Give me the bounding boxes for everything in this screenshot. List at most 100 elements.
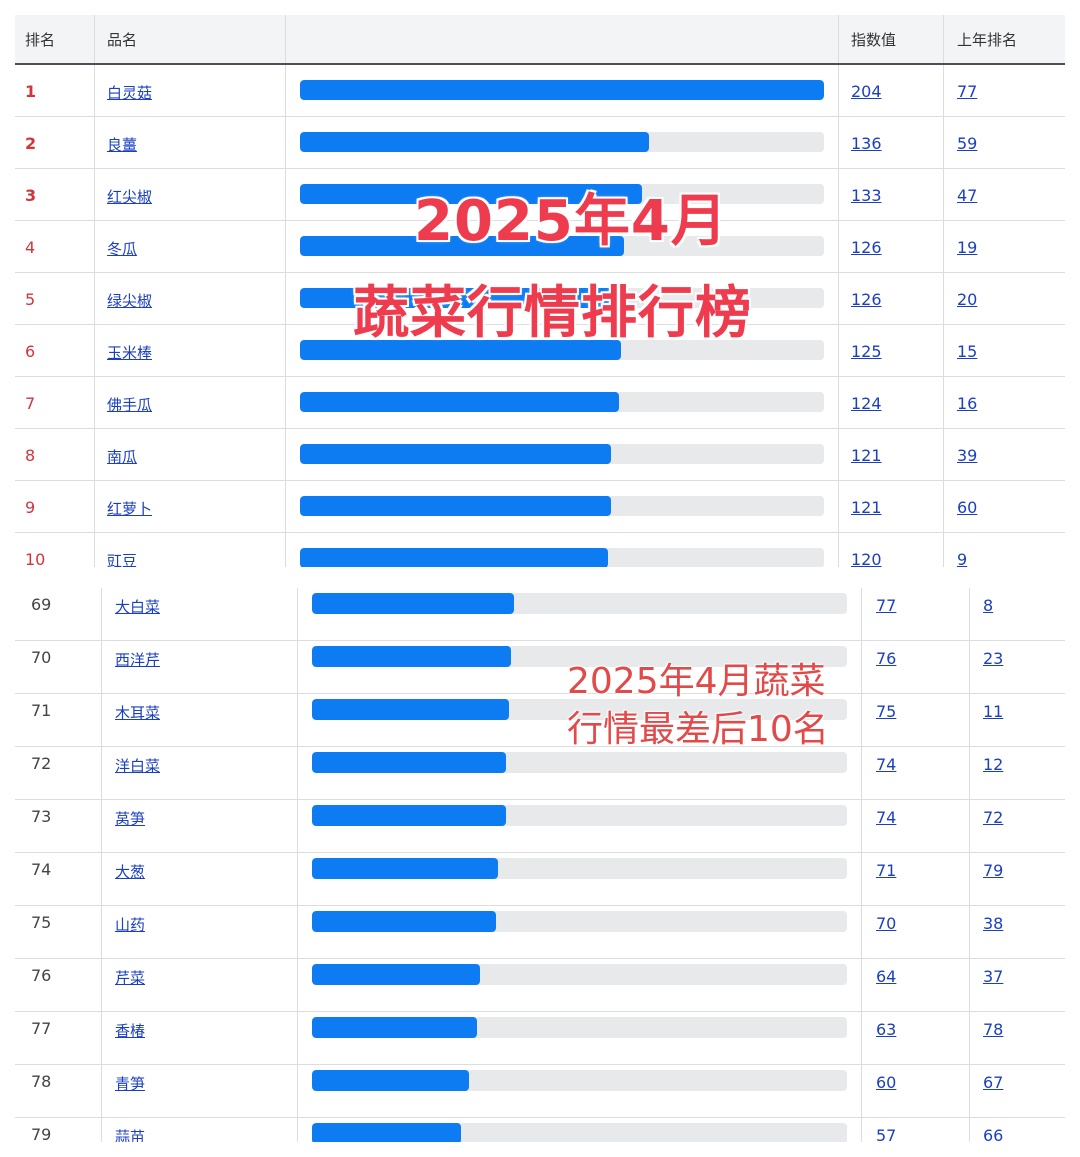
index-value-link[interactable]: 74 xyxy=(876,755,897,774)
product-name-link[interactable]: 豇豆 xyxy=(107,552,138,567)
product-name-link[interactable]: 良薑 xyxy=(107,136,138,154)
overlay-subtitle-line1: 2025年4月蔬菜 xyxy=(567,661,826,702)
index-value-link[interactable]: 204 xyxy=(851,82,882,101)
product-name-link[interactable]: 大葱 xyxy=(115,863,146,881)
index-value-link[interactable]: 121 xyxy=(851,446,882,465)
prev-rank-link[interactable]: 79 xyxy=(983,861,1004,880)
overlay-title-line1: 2025年4月 xyxy=(414,189,728,254)
product-name-link[interactable]: 山药 xyxy=(115,916,146,934)
index-value-link[interactable]: 77 xyxy=(876,596,897,615)
index-bar-track xyxy=(300,132,824,152)
prev-rank-link[interactable]: 8 xyxy=(983,596,994,615)
index-value-link[interactable]: 121 xyxy=(851,498,882,517)
product-name-link[interactable]: 绿尖椒 xyxy=(107,292,153,310)
index-value-link[interactable]: 75 xyxy=(876,702,897,721)
index-bar-track xyxy=(312,1123,847,1142)
index-bar-track xyxy=(300,236,824,256)
prev-rank-link[interactable]: 67 xyxy=(983,1073,1004,1092)
index-value-link[interactable]: 60 xyxy=(876,1073,897,1092)
index-value-link[interactable]: 71 xyxy=(876,861,897,880)
index-value-link[interactable]: 124 xyxy=(851,394,882,413)
row-divider xyxy=(15,220,1065,221)
rank-cell: 3 xyxy=(25,186,37,205)
product-name-link[interactable]: 冬瓜 xyxy=(107,240,138,258)
prev-rank-link[interactable]: 9 xyxy=(957,550,968,567)
table-row: 77 香椿 63 78 xyxy=(15,1012,1065,1065)
index-bar-track xyxy=(312,858,847,879)
table-row: 6 玉米棒 125 15 xyxy=(15,325,1065,377)
prev-rank-link[interactable]: 66 xyxy=(983,1126,1004,1142)
index-value-link[interactable]: 64 xyxy=(876,967,897,986)
rank-cell: 1 xyxy=(25,82,37,101)
index-value-link[interactable]: 136 xyxy=(851,134,882,153)
prev-rank-link[interactable]: 15 xyxy=(957,342,978,361)
table-header: 排名 品名 指数值 上年排名 xyxy=(15,15,1065,65)
index-value-link[interactable]: 120 xyxy=(851,550,882,567)
index-bar-track xyxy=(312,752,847,773)
product-name-link[interactable]: 白灵菇 xyxy=(107,84,153,102)
index-value-link[interactable]: 76 xyxy=(876,649,897,668)
index-value-link[interactable]: 74 xyxy=(876,808,897,827)
index-bar-fill xyxy=(312,1123,462,1142)
product-name-link[interactable]: 芹菜 xyxy=(115,969,146,987)
product-name-link[interactable]: 青笋 xyxy=(115,1075,146,1093)
row-divider xyxy=(15,746,1065,747)
prev-rank-link[interactable]: 39 xyxy=(957,446,978,465)
prev-rank-link[interactable]: 16 xyxy=(957,394,978,413)
column-divider xyxy=(101,588,102,1142)
row-divider xyxy=(15,852,1065,853)
product-name-link[interactable]: 红尖椒 xyxy=(107,188,153,206)
prev-rank-link[interactable]: 72 xyxy=(983,808,1004,827)
prev-rank-link[interactable]: 78 xyxy=(983,1020,1004,1039)
product-name-link[interactable]: 南瓜 xyxy=(107,448,138,466)
index-bar-fill xyxy=(300,340,622,360)
prev-rank-link[interactable]: 12 xyxy=(983,755,1004,774)
table-row: 8 南瓜 121 39 xyxy=(15,429,1065,481)
product-name-link[interactable]: 西洋芹 xyxy=(115,651,161,669)
index-value-link[interactable]: 70 xyxy=(876,914,897,933)
rank-cell: 77 xyxy=(31,1019,52,1038)
index-value-link[interactable]: 126 xyxy=(851,238,882,257)
table-row: 69 大白菜 77 8 xyxy=(15,588,1065,641)
prev-rank-link[interactable]: 11 xyxy=(983,702,1004,721)
prev-rank-link[interactable]: 37 xyxy=(983,967,1004,986)
prev-rank-link[interactable]: 38 xyxy=(983,914,1004,933)
table-row: 74 大葱 71 79 xyxy=(15,853,1065,906)
index-bar-fill xyxy=(300,132,650,152)
index-value-link[interactable]: 125 xyxy=(851,342,882,361)
index-value-link[interactable]: 63 xyxy=(876,1020,897,1039)
bottom-ranking-table: 69 大白菜 77 8 70 西洋芹 76 23 71 木耳菜 75 11 72 洋白菜 74 12 73 莴笋 7… xyxy=(15,588,1065,1142)
product-name-link[interactable]: 洋白菜 xyxy=(115,757,161,775)
column-divider xyxy=(861,588,862,1142)
product-name-link[interactable]: 木耳菜 xyxy=(115,704,161,722)
product-name-link[interactable]: 玉米棒 xyxy=(107,344,153,362)
rank-cell: 10 xyxy=(25,550,46,567)
prev-rank-link[interactable]: 23 xyxy=(983,649,1004,668)
table-row: 76 芹菜 64 37 xyxy=(15,959,1065,1012)
prev-rank-link[interactable]: 20 xyxy=(957,290,978,309)
prev-rank-link[interactable]: 47 xyxy=(957,186,978,205)
table-row: 71 木耳菜 75 11 xyxy=(15,694,1065,747)
index-bar-track xyxy=(312,593,847,614)
index-bar-track xyxy=(312,1070,847,1091)
product-name-link[interactable]: 蒜苗 xyxy=(115,1128,146,1142)
column-divider xyxy=(285,65,286,567)
index-value-link[interactable]: 126 xyxy=(851,290,882,309)
product-name-link[interactable]: 佛手瓜 xyxy=(107,396,153,414)
product-name-link[interactable]: 香椿 xyxy=(115,1022,146,1040)
row-divider xyxy=(15,480,1065,481)
index-bar-fill xyxy=(312,858,499,879)
product-name-link[interactable]: 大白菜 xyxy=(115,598,161,616)
product-name-link[interactable]: 红萝卜 xyxy=(107,500,153,518)
prev-rank-link[interactable]: 59 xyxy=(957,134,978,153)
index-value-link[interactable]: 57 xyxy=(876,1126,897,1142)
rank-cell: 72 xyxy=(31,754,52,773)
prev-rank-link[interactable]: 19 xyxy=(957,238,978,257)
row-divider xyxy=(15,799,1065,800)
prev-rank-link[interactable]: 77 xyxy=(957,82,978,101)
prev-rank-link[interactable]: 60 xyxy=(957,498,978,517)
index-bar-fill xyxy=(312,1017,478,1038)
index-value-link[interactable]: 133 xyxy=(851,186,882,205)
index-bar-track xyxy=(300,392,824,412)
product-name-link[interactable]: 莴笋 xyxy=(115,810,146,828)
